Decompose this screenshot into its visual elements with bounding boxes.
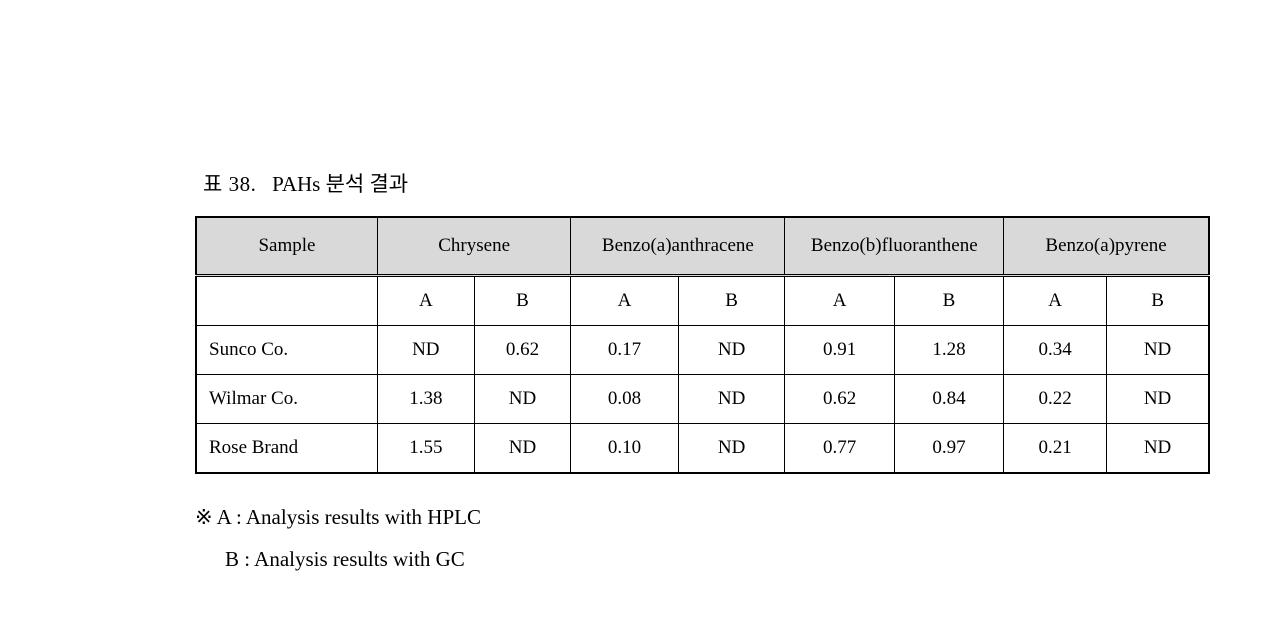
caption-title: PAHs 분석 결과	[272, 172, 408, 196]
subcol-bbfl-a: A	[785, 276, 894, 326]
cell-value: 0.91	[785, 326, 894, 375]
caption-number: 표 38.	[203, 172, 256, 196]
cell-value: ND	[1107, 424, 1209, 474]
cell-value: ND	[1107, 375, 1209, 424]
cell-value: 0.21	[1004, 424, 1107, 474]
cell-sample: Rose Brand	[196, 424, 377, 474]
footnote-a: ※ A : Analysis results with HPLC	[195, 496, 1215, 538]
col-benzo-a-anthracene: Benzo(a)anthracene	[571, 217, 785, 276]
cell-value: 0.97	[894, 424, 1003, 474]
cell-value: 1.28	[894, 326, 1003, 375]
cell-value: 0.22	[1004, 375, 1107, 424]
cell-value: ND	[1107, 326, 1209, 375]
table-subheader-row: A B A B A B A B	[196, 276, 1209, 326]
table-row: Sunco Co. ND 0.62 0.17 ND 0.91 1.28 0.34…	[196, 326, 1209, 375]
subcol-bapy-a: A	[1004, 276, 1107, 326]
cell-value: 0.34	[1004, 326, 1107, 375]
subcol-chrysene-a: A	[377, 276, 474, 326]
cell-value: ND	[678, 326, 785, 375]
cell-value: ND	[474, 424, 571, 474]
cell-value: ND	[377, 326, 474, 375]
subcol-baan-a: A	[571, 276, 678, 326]
footnote-b: B : Analysis results with GC	[195, 538, 1215, 580]
cell-value: ND	[474, 375, 571, 424]
table-row: Rose Brand 1.55 ND 0.10 ND 0.77 0.97 0.2…	[196, 424, 1209, 474]
cell-value: 0.62	[474, 326, 571, 375]
pahs-table: Sample Chrysene Benzo(a)anthracene Benzo…	[195, 216, 1210, 474]
table-row: Wilmar Co. 1.38 ND 0.08 ND 0.62 0.84 0.2…	[196, 375, 1209, 424]
cell-value: 1.38	[377, 375, 474, 424]
cell-sample: Wilmar Co.	[196, 375, 377, 424]
cell-value: ND	[678, 424, 785, 474]
col-sample: Sample	[196, 217, 377, 276]
col-benzo-b-fluoranthene: Benzo(b)fluoranthene	[785, 217, 1004, 276]
subcol-chrysene-b: B	[474, 276, 571, 326]
col-chrysene: Chrysene	[377, 217, 570, 276]
table-caption: 표 38. PAHs 분석 결과	[195, 168, 1215, 198]
cell-value: 1.55	[377, 424, 474, 474]
cell-value: 0.77	[785, 424, 894, 474]
cell-value: 0.84	[894, 375, 1003, 424]
cell-value: ND	[678, 375, 785, 424]
footnotes: ※ A : Analysis results with HPLC B : Ana…	[195, 496, 1215, 580]
cell-value: 0.08	[571, 375, 678, 424]
subcol-bbfl-b: B	[894, 276, 1003, 326]
cell-sample: Sunco Co.	[196, 326, 377, 375]
col-benzo-a-pyrene: Benzo(a)pyrene	[1004, 217, 1209, 276]
cell-value: 0.10	[571, 424, 678, 474]
cell-value: 0.62	[785, 375, 894, 424]
cell-value: 0.17	[571, 326, 678, 375]
subcol-baan-b: B	[678, 276, 785, 326]
subcol-bapy-b: B	[1107, 276, 1209, 326]
table-header-row: Sample Chrysene Benzo(a)anthracene Benzo…	[196, 217, 1209, 276]
subheader-empty	[196, 276, 377, 326]
